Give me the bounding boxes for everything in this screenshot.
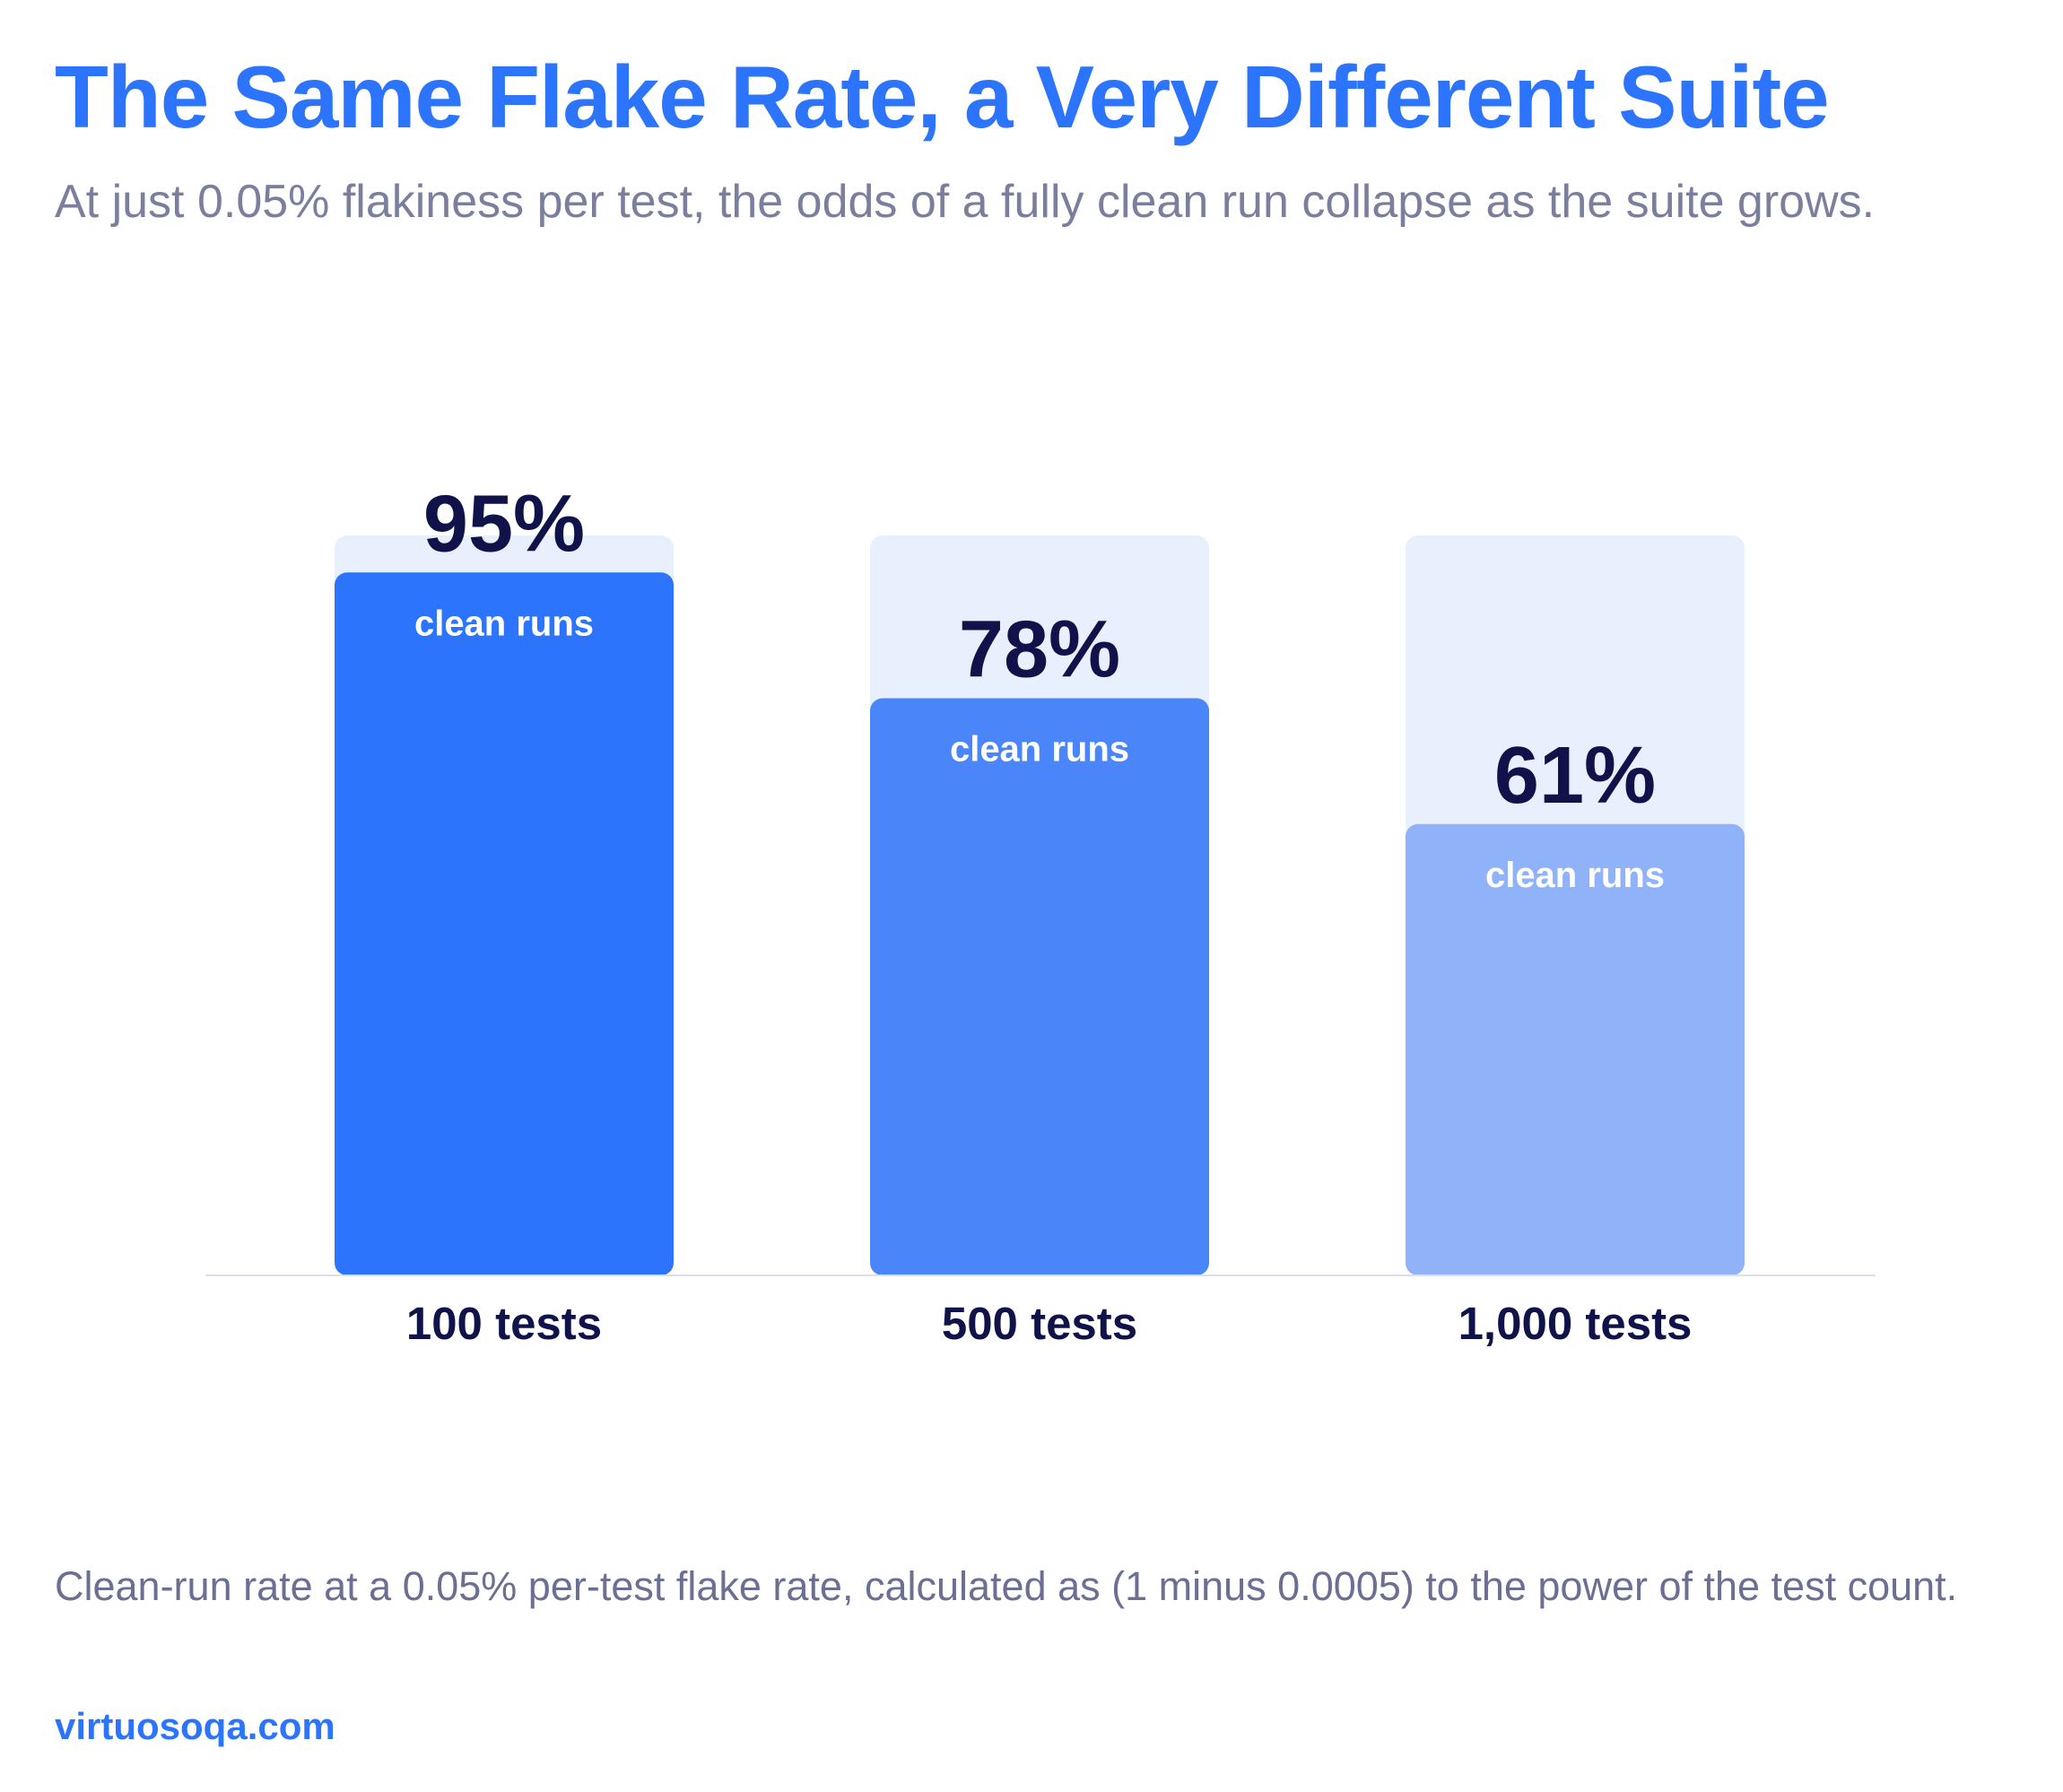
chart-subtitle: At just 0.05% flakiness per test, the od… (55, 176, 1876, 228)
bars (335, 572, 1745, 1275)
bar-inner-label: clean runs (1485, 856, 1665, 895)
category-label: 500 tests (942, 1298, 1137, 1349)
bar (870, 698, 1209, 1275)
bar-inner-labels: clean runs clean runs clean runs (414, 604, 1665, 895)
bar (1406, 823, 1745, 1275)
category-label: 100 tests (406, 1298, 602, 1349)
footnote: Clean-run rate at a 0.05% per-test flake… (55, 1563, 1958, 1609)
chart-title: The Same Flake Rate, a Very Different Su… (55, 48, 1830, 146)
category-label: 1,000 tests (1458, 1298, 1693, 1349)
bar-value-label: 95% (423, 479, 585, 569)
bar-inner-label: clean runs (414, 604, 594, 643)
bar-value-label: 61% (1494, 731, 1656, 821)
bar (335, 572, 674, 1275)
category-labels: 100 tests 500 tests 1,000 tests (406, 1298, 1693, 1349)
source-link[interactable]: virtuosoqa.com (55, 1705, 335, 1747)
bar-value-label: 78% (959, 605, 1120, 695)
value-labels: 95% 78% 61% (423, 479, 1656, 821)
bar-inner-label: clean runs (950, 730, 1129, 770)
